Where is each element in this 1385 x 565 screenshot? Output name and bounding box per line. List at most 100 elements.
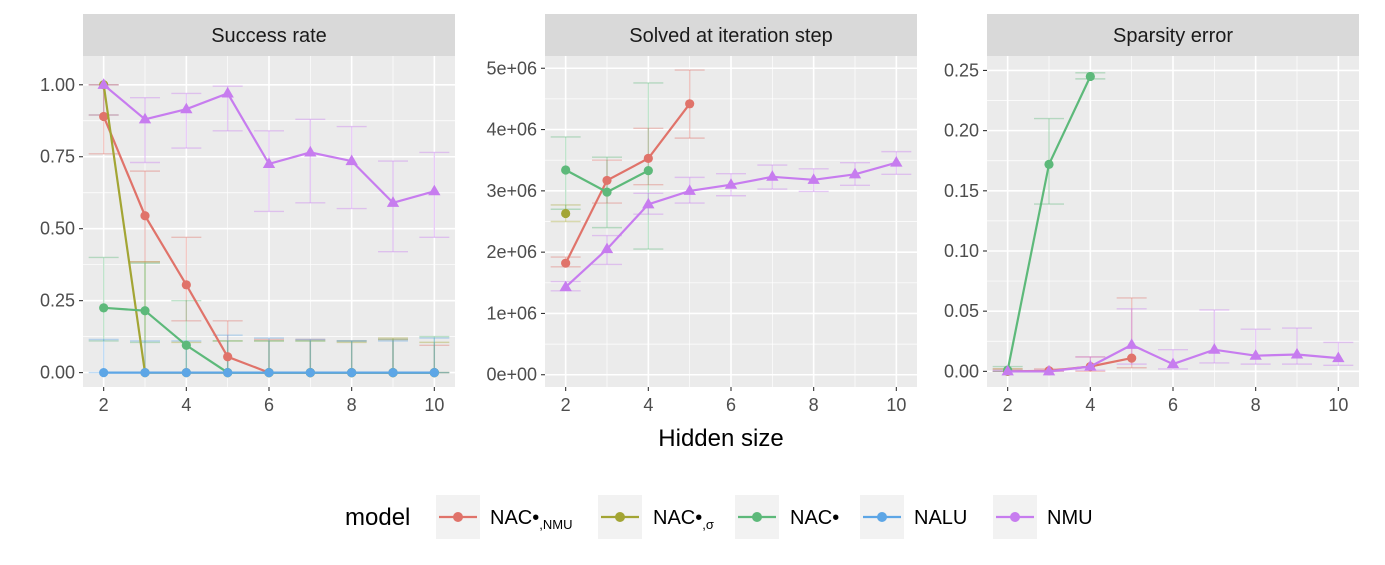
legend-label: NAC•: [790, 507, 839, 529]
x-axis-title: Hidden size: [658, 425, 783, 452]
series-line: [564, 103, 691, 264]
x-tick-label: 4: [181, 395, 191, 415]
data-point: [561, 258, 571, 268]
legend-label: NAC•,NMU: [490, 507, 572, 532]
data-point: [140, 211, 150, 221]
y-tick-label: 4e+06: [486, 120, 537, 140]
data-point: [1208, 343, 1221, 354]
data-point: [223, 352, 233, 362]
panel-sparsity-error: Sparsity error 0.00 0.05 0.10 0.15 0.20 0.25 2…: [944, 14, 1359, 415]
data-point: [683, 184, 696, 195]
legend-item-nac_mul: NAC•: [735, 495, 839, 539]
y-tick-label: 0.00: [944, 361, 979, 381]
gridlines: [83, 56, 455, 387]
data-point: [97, 78, 110, 89]
legend-key-point: [453, 512, 463, 522]
legend-label: NMU: [1047, 507, 1093, 529]
data-point: [345, 154, 358, 166]
y-tick-label: 0.20: [944, 121, 979, 141]
axis-ticks: 0e+00 1e+06 2e+06 3e+06 4e+06 5e+06 2 4 6 8 10: [486, 58, 906, 415]
legend: model NAC•,NMU NAC•,σ NAC• NALU NMU: [345, 495, 1093, 539]
data-point: [181, 368, 191, 378]
x-tick-label: 8: [347, 395, 357, 415]
data-point: [140, 306, 150, 316]
legend-items: NAC•,NMU NAC•,σ NAC• NALU NMU: [436, 495, 1093, 539]
legend-label: NALU: [914, 507, 967, 529]
data-layer: [88, 78, 450, 378]
data-point: [138, 112, 152, 124]
data-point: [1001, 364, 1014, 376]
data-point: [305, 368, 315, 378]
gridlines: [987, 56, 1359, 387]
data-point: [140, 368, 150, 378]
legend-label-main: NAC•: [490, 507, 539, 529]
data-point: [1042, 364, 1056, 376]
y-tick-label: 0.50: [40, 219, 75, 239]
strip-background: [83, 14, 455, 56]
y-tick-label: 0.25: [944, 60, 979, 80]
data-point: [264, 368, 274, 378]
y-tick-label: 0.10: [944, 241, 979, 261]
gridlines: [545, 56, 917, 387]
data-point: [1125, 338, 1138, 349]
legend-title: model: [345, 504, 410, 531]
y-tick-label: 0.75: [40, 147, 75, 167]
data-point: [848, 167, 862, 179]
data-point: [807, 173, 820, 184]
data-point: [1166, 357, 1180, 369]
panel-title: Sparsity error: [1113, 25, 1233, 47]
panel-title: Success rate: [211, 25, 327, 47]
series-nacdot: [1003, 71, 1095, 375]
y-tick-label: 0.05: [944, 301, 979, 321]
data-point: [1044, 159, 1054, 169]
series-nacdot: [561, 165, 653, 197]
legend-item-nac_nmu: NAC•,NMU: [436, 495, 572, 539]
data-point: [1290, 348, 1304, 359]
y-tick-label: 1e+06: [486, 303, 537, 323]
data-point: [99, 368, 109, 378]
x-tick-label: 10: [886, 395, 906, 415]
legend-label-subscript: ,σ: [702, 517, 714, 532]
data-point: [685, 99, 695, 109]
y-tick-label: 1.00: [40, 75, 75, 95]
legend-item-nalu: NALU: [860, 495, 967, 539]
panel-title: Solved at iteration step: [629, 25, 832, 47]
data-point: [99, 111, 109, 122]
data-point: [559, 280, 572, 292]
data-point: [428, 184, 441, 196]
x-tick-label: 8: [1251, 395, 1261, 415]
data-point: [602, 187, 612, 197]
data-point: [561, 165, 571, 175]
y-tick-label: 0.00: [40, 363, 75, 383]
data-point: [347, 368, 357, 378]
data-point: [643, 153, 653, 163]
data-point: [221, 86, 234, 98]
data-point: [1249, 349, 1262, 360]
y-tick-label: 2e+06: [486, 242, 537, 262]
data-layer: [550, 69, 912, 292]
x-tick-label: 2: [99, 395, 109, 415]
data-point: [724, 178, 738, 189]
axis-ticks: 0.00 0.25 0.50 0.75 1.00 2 4 6 8 10: [40, 75, 444, 415]
data-point: [181, 280, 191, 290]
axis-ticks: 0.00 0.05 0.10 0.15 0.20 0.25 2 4 6 8 10: [944, 60, 1348, 415]
x-tick-label: 6: [1168, 395, 1178, 415]
data-point: [1085, 71, 1095, 82]
legend-label-main: NAC•: [790, 507, 839, 529]
strip-background: [987, 14, 1359, 56]
data-point: [766, 170, 779, 181]
data-point: [643, 166, 653, 176]
legend-key-point: [877, 512, 887, 522]
panel-solved-iteration: Solved at iteration step 0e+00 1e+06 2e+06…: [486, 14, 917, 415]
data-point: [602, 175, 612, 186]
x-tick-label: 6: [726, 395, 736, 415]
series-nmu: [1001, 338, 1345, 376]
data-point: [304, 145, 317, 157]
data-point: [386, 196, 400, 207]
data-point: [561, 208, 571, 219]
legend-key-point: [1010, 512, 1020, 522]
data-point: [890, 156, 903, 167]
x-tick-label: 2: [561, 395, 571, 415]
data-point: [1127, 353, 1137, 363]
